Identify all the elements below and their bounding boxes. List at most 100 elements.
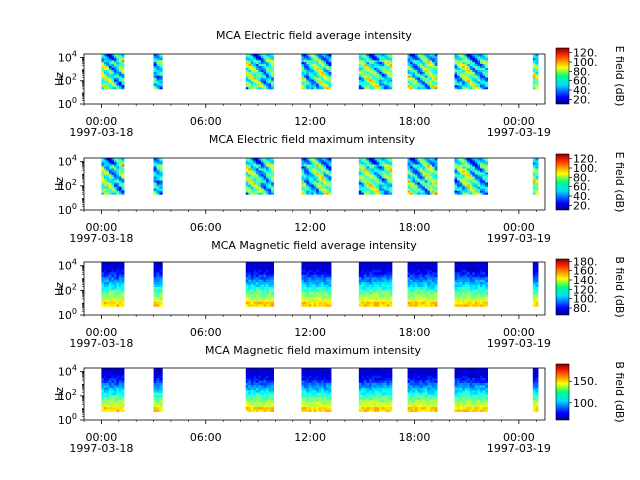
heatmap-cell [260,81,264,84]
heatmap-cell [363,54,367,57]
heatmap-cell [318,392,322,396]
heatmap-cell [111,61,115,65]
heatmap-cell [477,55,481,59]
heatmap-cell [459,79,463,82]
heatmap-cell [389,296,393,300]
heatmap-cell [386,284,390,288]
heatmap-cell [371,162,375,165]
heatmap-cell [386,281,390,285]
heatmap-cell [263,409,267,412]
heatmap-cell [454,266,458,270]
heatmap-cell [454,294,458,297]
heatmap-cell [358,271,362,275]
heatmap-cell [266,271,269,275]
heatmap-cell [474,192,478,195]
heatmap-cell [376,178,380,181]
heatmap-cell [371,266,375,270]
heatmap-cell [424,61,428,65]
heatmap-cell [108,377,112,381]
heatmap-cell [422,262,426,265]
heatmap-cell [111,158,115,161]
heatmap-cell [263,370,267,374]
heatmap-cell [472,168,476,171]
heatmap-cell [358,75,362,78]
heatmap-cell [111,404,115,408]
heatmap-cell [417,85,421,88]
heatmap-cell [316,170,320,173]
heatmap-cell [474,63,478,67]
heatmap-cell [308,54,312,57]
heatmap-cell [113,178,117,181]
heatmap-cell [313,186,317,189]
heatmap-cell [253,303,257,307]
heatmap-cell [434,303,438,307]
heatmap-cell [469,61,473,65]
heatmap-cell [474,301,478,305]
heatmap-cell [358,86,362,90]
heatmap-cell [532,160,536,163]
heatmap-cell [263,176,267,179]
heatmap-cell [316,372,320,376]
heatmap-cell [250,399,254,403]
heatmap-cell [121,409,125,412]
heatmap-cell [306,303,310,307]
heatmap-cell [250,404,254,408]
heatmap-cell [248,182,252,185]
heatmap-cell [482,294,486,297]
heatmap-cell [485,83,488,86]
heatmap-cell [485,81,488,84]
heatmap-cell [381,170,385,173]
heatmap-cell [389,75,393,78]
heatmap-cell [248,394,252,398]
heatmap-cell [414,303,418,307]
heatmap-cell [386,168,390,171]
heatmap-cell [429,279,433,283]
heatmap-cell [260,289,264,292]
heatmap-cell [253,276,257,280]
heatmap-cell [106,301,110,305]
heatmap-cell [371,271,375,275]
heatmap-cell [118,65,122,68]
heatmap-cell [469,79,473,82]
heatmap-cell [301,372,305,376]
heatmap-cell [434,81,438,84]
x-tick-time: 12:00 [294,326,326,339]
heatmap-cell [245,75,249,78]
heatmap-cell [376,57,380,61]
heatmap-cell [424,286,428,290]
heatmap-cell [266,164,269,167]
heatmap-cell [311,65,315,68]
heatmap-cell [384,86,388,90]
heatmap-cell [482,190,486,193]
heatmap-cell [369,168,372,171]
heatmap-cell [424,65,428,68]
heatmap-cell [467,269,471,273]
heatmap-cell [535,284,539,288]
heatmap-cell [472,192,476,195]
heatmap-cell [427,73,431,76]
heatmap-cell [263,384,267,388]
heatmap-cell [371,180,375,183]
heatmap-cell [266,375,269,379]
heatmap-cell [321,301,325,305]
heatmap-cell [485,65,488,68]
heatmap-cell [106,166,110,169]
heatmap-cell [328,276,332,280]
heatmap-cell [477,158,481,161]
heatmap-cell [427,164,431,167]
heatmap-cell [111,276,115,280]
heatmap-cell [266,380,269,383]
heatmap-cell [369,276,372,280]
heatmap-cell [266,86,269,90]
heatmap-cell [258,54,262,57]
heatmap-cell [111,370,115,374]
heatmap-cell [467,264,471,268]
heatmap-cell [454,174,458,177]
heatmap-cell [250,184,254,187]
heatmap-cell [316,266,320,270]
heatmap-cell [429,81,433,84]
heatmap-cell [118,387,122,391]
heatmap-cell [156,269,160,273]
heatmap-cell [306,63,310,67]
heatmap-cell [485,271,488,275]
